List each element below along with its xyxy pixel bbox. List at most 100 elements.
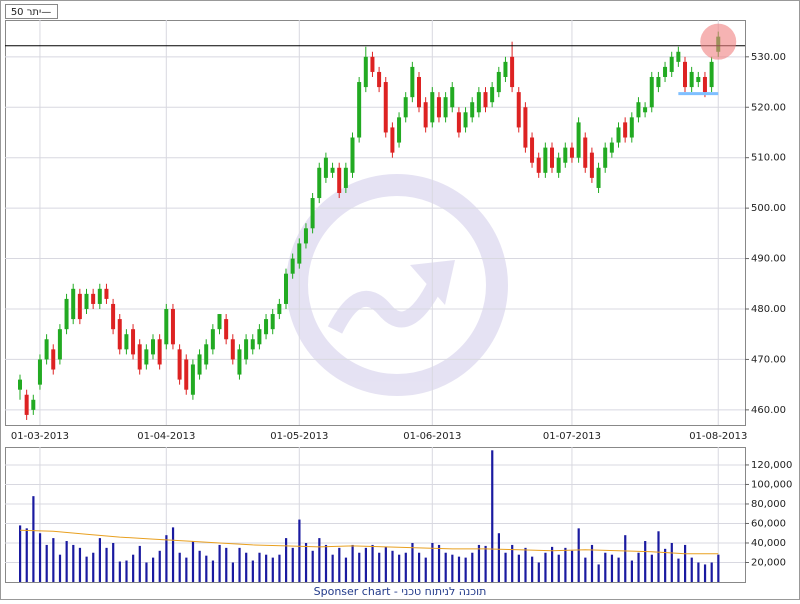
volume-bar [650, 554, 653, 582]
candle-body [144, 349, 149, 365]
candle-body [330, 167, 335, 173]
candle-body [643, 107, 648, 113]
candle-body [550, 147, 554, 168]
volume-bar [570, 550, 574, 582]
candle-body [669, 56, 674, 72]
candle-body [363, 56, 368, 88]
candle-body [403, 97, 408, 118]
volume-bar [491, 450, 494, 582]
volume-bar [72, 544, 75, 582]
volume-bar [258, 552, 261, 582]
volume-bar [717, 554, 720, 582]
candle-body [649, 76, 654, 108]
volume-bar [664, 548, 667, 582]
watermark-ring [286, 174, 508, 396]
candle-body [683, 61, 687, 88]
volume-bar [118, 561, 121, 582]
volume-panel [5, 447, 746, 583]
candle-body [317, 167, 322, 199]
candle-body [210, 329, 215, 350]
candle-body [357, 82, 362, 138]
candle-body [303, 228, 308, 244]
candle-body [170, 308, 175, 345]
volume-bar [38, 533, 42, 582]
candle-body [230, 339, 235, 360]
volume-bar [511, 544, 514, 582]
volume-bar [358, 552, 361, 582]
volume-bar [152, 557, 155, 582]
volume-bar [504, 552, 507, 582]
volume-bar [178, 552, 181, 582]
y-tick-label: 530.00 [751, 52, 786, 63]
candle-body [397, 117, 402, 143]
volume-bar [225, 547, 228, 582]
candle-body [696, 76, 701, 83]
candle-body [576, 122, 581, 158]
volume-bar [32, 496, 35, 582]
volume-bar [19, 525, 22, 582]
candle-body [443, 97, 448, 118]
volume-bar [85, 556, 88, 582]
volume-bar [245, 552, 248, 582]
y-tick-label: 480.00 [751, 304, 786, 315]
candle-body [84, 293, 89, 309]
volume-bar [351, 544, 354, 582]
volume-bar [697, 562, 700, 582]
y2-tick-label: 80,000 [751, 499, 786, 510]
candle-body [436, 97, 441, 118]
candle-body [237, 349, 242, 375]
candle-body [91, 293, 96, 304]
candle-body [350, 137, 355, 173]
candle-body [496, 71, 501, 93]
candle-body [117, 319, 122, 350]
volume-bar [477, 544, 481, 582]
volume-bar [584, 557, 587, 582]
volume-bar [278, 554, 281, 582]
volume-bar [637, 552, 640, 582]
candle-body [503, 61, 508, 77]
candle-body [676, 51, 681, 62]
volume-bar [318, 538, 321, 582]
candle-body [310, 198, 315, 229]
candle-body [463, 112, 468, 128]
volume-bar [524, 547, 527, 582]
candle-body [423, 102, 428, 128]
candle-body [383, 82, 388, 133]
volume-bar [604, 552, 607, 582]
candle-body [450, 87, 455, 108]
volume-bar [703, 564, 707, 582]
watermark-arrow [327, 271, 448, 334]
candle-body [323, 157, 328, 178]
y2-tick-label: 100,000 [751, 479, 792, 490]
candle-body [663, 66, 668, 77]
candle-body [510, 56, 515, 88]
candle-body [131, 329, 136, 355]
volume-bar [311, 550, 314, 582]
volume-bar [125, 560, 128, 582]
candle-body [623, 122, 628, 138]
y-tick-label: 460.00 [751, 405, 786, 416]
candle-body [337, 167, 342, 193]
candle-body [177, 349, 182, 380]
candle-body [297, 243, 302, 264]
y-tick-label: 490.00 [751, 254, 786, 265]
candle-body [277, 303, 282, 315]
candle-body [616, 127, 621, 143]
candle-body [569, 147, 574, 158]
volume-bar [265, 554, 268, 582]
price-panel [5, 20, 746, 426]
volume-bar [471, 552, 474, 582]
volume-bar [185, 557, 188, 582]
candle-body [596, 167, 601, 188]
volume-bar [198, 550, 201, 582]
footer: Sponser chart - תוכנה לניתוח טכני [314, 585, 487, 598]
volume-bar [132, 554, 135, 582]
volume-bar [497, 533, 500, 582]
volume-bar [464, 557, 467, 582]
y2-tick-label: 40,000 [751, 538, 786, 549]
candle-body [370, 56, 375, 72]
candle-body [516, 92, 521, 128]
candle-body [204, 344, 209, 365]
volume-bar [344, 557, 348, 582]
